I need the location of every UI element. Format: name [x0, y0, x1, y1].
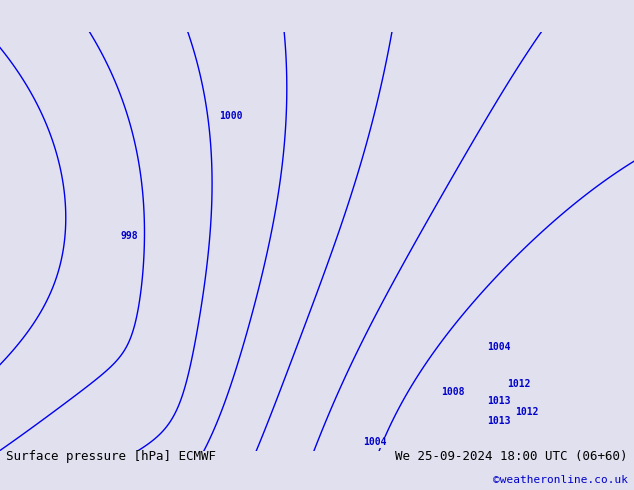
Text: 1013: 1013 [487, 416, 510, 426]
Text: 1013: 1013 [487, 395, 510, 406]
Text: We 25-09-2024 18:00 UTC (06+60): We 25-09-2024 18:00 UTC (06+60) [395, 450, 628, 463]
Text: 1012: 1012 [507, 379, 531, 389]
Text: 1008: 1008 [441, 387, 464, 397]
Text: 1012: 1012 [515, 407, 539, 416]
Text: ©weatheronline.co.uk: ©weatheronline.co.uk [493, 475, 628, 485]
Text: 1000: 1000 [219, 111, 242, 121]
Text: 1004: 1004 [487, 343, 510, 352]
Text: 998: 998 [121, 231, 138, 241]
Text: 1004: 1004 [363, 438, 386, 447]
Text: Surface pressure [hPa] ECMWF: Surface pressure [hPa] ECMWF [6, 450, 216, 463]
